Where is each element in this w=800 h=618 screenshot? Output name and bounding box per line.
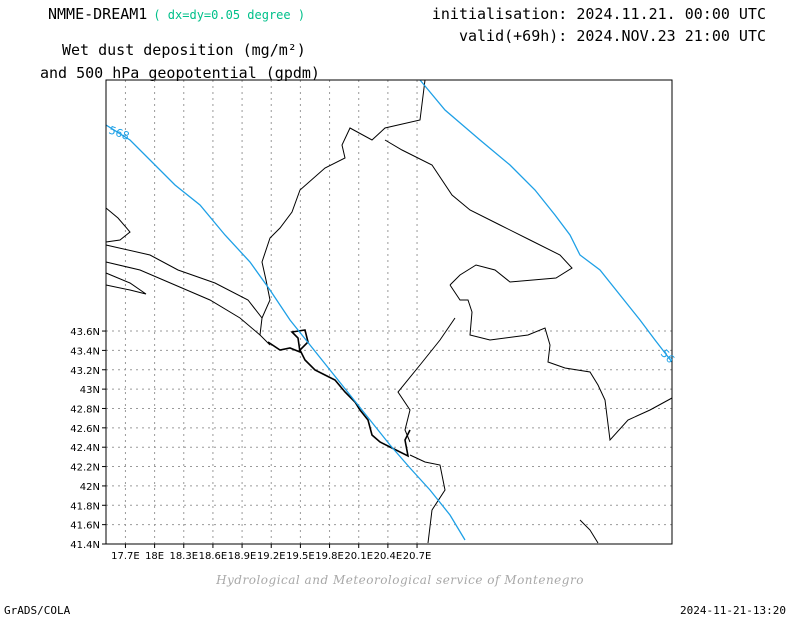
contour-label-56: 56 [658,347,677,366]
border-montenegro-north [261,79,426,319]
lat-tick-label: 42.6N [70,424,100,435]
title-line-1: Wet dust deposition (mg/m²) [62,41,306,59]
border-albania [397,317,456,443]
render-timestamp: 2024-11-21-13:20 [680,604,786,617]
lat-tick-label: 43.4N [70,346,100,357]
lat-tick-label: 41.4N [70,540,100,551]
lon-tick-label: 18.3E [169,551,198,562]
coast-albania [409,454,446,544]
software-label: GrADS/COLA [4,604,71,617]
lon-tick-label: 20.1E [344,551,373,562]
lat-tick-label: 42.2N [70,463,100,474]
border-serbia [384,139,573,286]
lat-tick-label: 43.6N [70,327,100,338]
lon-tick-label: 20.4E [374,551,403,562]
lat-tick-label: 41.8N [70,501,100,512]
coastline-borders [105,79,673,544]
lat-tick-label: 43.2N [70,366,100,377]
border-bosnia [105,207,131,243]
lon-tick-label: 18.6E [199,551,228,562]
coast-montenegro [267,329,411,458]
credit-line: Hydrological and Meteorological service … [216,573,584,587]
lon-tick-label: 18E [145,551,164,562]
lat-tick-label: 42.4N [70,443,100,454]
resolution-label: ( dx=dy=0.05 degree ) [153,8,306,22]
model-name: NMME-DREAM1 ( dx=dy=0.05 degree ) [48,5,305,23]
model-label: NMME-DREAM1 [48,5,148,23]
lon-tick-label: 19.2E [257,551,286,562]
contour-label-568: 568 [107,124,131,143]
lon-tick-label: 20.7E [403,551,432,562]
contour-568 [105,124,466,541]
lat-tick-label: 43N [80,385,100,396]
lon-tick-label: 17.7E [111,551,140,562]
lon-tick-label: 19.5E [286,551,315,562]
initialisation-time: initialisation: 2024.11.21. 00:00 UTC [431,5,766,23]
latitude-ticks: 41.4N 41.6N 41.8N 42N 42.2N 42.4N 42.6N 42.8N 43… [70,327,106,551]
coast-adriatic-1 [105,261,261,336]
lon-tick-label: 18.9E [228,551,257,562]
lat-tick-label: 41.6N [70,521,100,532]
geopotential-contours [105,79,673,541]
lat-tick-label: 42.8N [70,404,100,415]
grid-lines [106,80,672,544]
border-croatia-coast [105,244,271,346]
plot-frame [105,79,673,545]
valid-time: valid(+69h): 2024.NOV.23 21:00 UTC [458,27,766,45]
coast-adriatic-2 [105,272,147,295]
lat-tick-label: 42N [80,482,100,493]
lon-tick-label: 19.8E [315,551,344,562]
contour-labels: 568 56 [107,124,677,366]
contour-56x [419,79,673,363]
border-kosovo [449,284,673,442]
border-albania-south [579,519,599,544]
title-line-2: and 500 hPa geopotential (gpdm) [40,64,320,82]
longitude-ticks: 17.7E 18E 18.3E 18.6E 18.9E 19.2E 19.5E 19.8E 20… [111,544,431,562]
